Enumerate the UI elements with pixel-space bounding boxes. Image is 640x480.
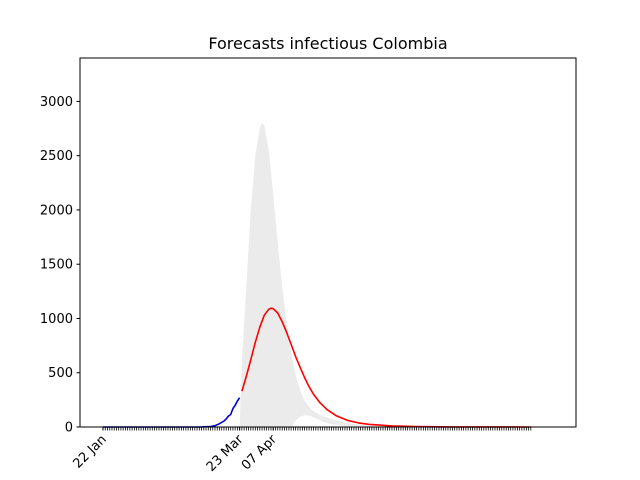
y-tick-label: 3000	[40, 95, 73, 110]
y-tick-label: 500	[48, 366, 73, 381]
y-tick-label: 2500	[40, 149, 73, 164]
y-ticks: 0 500 1000 1500 2000 2500 3000	[40, 95, 80, 436]
plot-frame	[79, 57, 577, 428]
series-line-1	[241, 307, 531, 428]
chart-title: Forecasts infectious Colombia	[208, 34, 447, 53]
y-tick-label: 1500	[40, 258, 73, 273]
confidence-band	[239, 123, 531, 427]
y-tick-label: 0	[65, 421, 73, 436]
y-tick-label: 1000	[40, 312, 73, 327]
confidence-band-layer	[239, 123, 531, 427]
y-tick-label: 2000	[40, 203, 73, 218]
